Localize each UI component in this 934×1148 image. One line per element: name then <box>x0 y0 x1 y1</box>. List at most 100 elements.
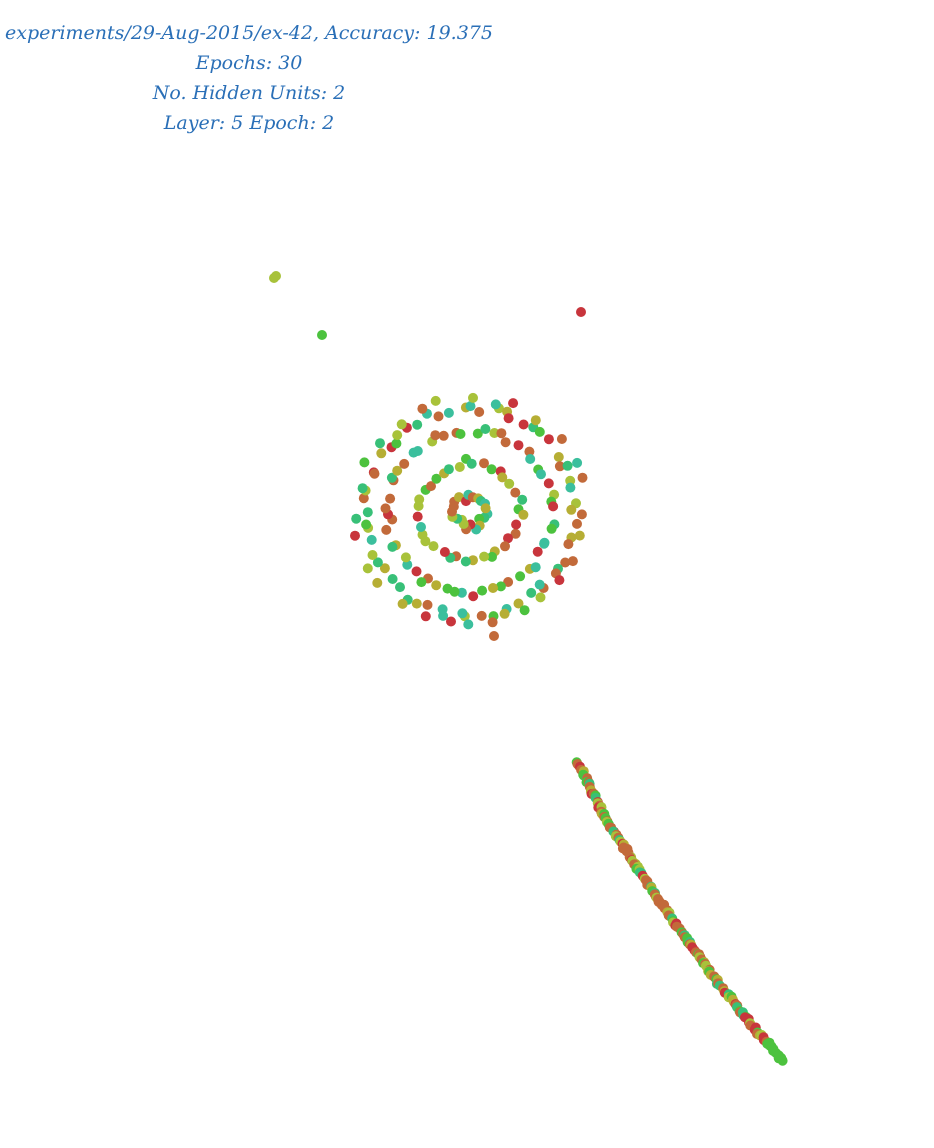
ring-point <box>455 462 465 472</box>
ring-point <box>515 571 525 581</box>
ring-point <box>468 393 478 403</box>
ring-point <box>381 525 391 535</box>
ring-point <box>520 605 530 615</box>
ring-point <box>577 509 587 519</box>
ring-point <box>578 473 588 483</box>
ring-point <box>504 413 514 423</box>
ring-point <box>531 562 541 572</box>
ring-point <box>417 404 427 414</box>
ring-point <box>413 446 423 456</box>
ring-point <box>363 563 373 573</box>
ring-point <box>533 547 543 557</box>
ring-point <box>431 580 441 590</box>
ring-point <box>572 458 582 468</box>
ring-point <box>504 479 514 489</box>
ring-point <box>477 586 487 596</box>
ring-point <box>488 583 498 593</box>
ring-point <box>536 469 546 479</box>
ring-point <box>387 542 397 552</box>
ring-point <box>397 419 407 429</box>
ring-point <box>446 617 456 627</box>
ring-point <box>519 420 529 430</box>
ring-point <box>463 619 473 629</box>
ring-point <box>568 556 578 566</box>
ring-point <box>491 399 501 409</box>
ring-point <box>474 407 484 417</box>
ring-point <box>421 611 431 621</box>
ring-point <box>511 520 521 530</box>
ring-point <box>395 582 405 592</box>
ring-point <box>456 429 466 439</box>
ring-point <box>526 588 536 598</box>
ring-point <box>468 591 478 601</box>
ring-point <box>438 604 448 614</box>
ring-point <box>413 512 423 522</box>
ring-point <box>381 503 391 513</box>
ring-point <box>563 461 573 471</box>
ring-point <box>487 464 497 474</box>
ring-point <box>372 578 382 588</box>
ring-point <box>359 457 369 467</box>
ring-point <box>423 600 433 610</box>
ring-point <box>363 507 373 517</box>
ring-point <box>457 608 467 618</box>
ring-point <box>440 547 450 557</box>
ring-point <box>501 437 511 447</box>
ring-point <box>477 611 487 621</box>
ring-point <box>388 574 398 584</box>
ring-point <box>412 566 422 576</box>
ring-point <box>508 398 518 408</box>
ring-point <box>399 459 409 469</box>
ring-point <box>535 427 545 437</box>
ring-point <box>575 531 585 541</box>
ring-point <box>444 464 454 474</box>
ring-point <box>439 431 449 441</box>
arc-point <box>778 1056 788 1066</box>
ring-point <box>367 535 377 545</box>
ring-point <box>443 584 453 594</box>
ring-point <box>531 415 541 425</box>
ring-point <box>351 514 361 524</box>
ring-point <box>500 541 510 551</box>
ring-point <box>547 524 557 534</box>
ring-point <box>481 503 491 513</box>
ring-point <box>431 396 441 406</box>
ring-point <box>376 448 386 458</box>
ring-point <box>554 575 564 585</box>
ring-point <box>565 483 575 493</box>
outlier-point <box>489 631 499 641</box>
ring-point <box>554 452 564 462</box>
ring-point <box>370 469 380 479</box>
ring-point <box>358 483 368 493</box>
ring-point <box>467 459 477 469</box>
ring-point <box>412 599 422 609</box>
outlier-point <box>271 271 281 281</box>
ring-point <box>375 438 385 448</box>
ring-point <box>416 577 426 587</box>
ring-point <box>401 552 411 562</box>
outlier-point <box>576 307 586 317</box>
ring-point <box>517 495 527 505</box>
ring-point <box>480 424 490 434</box>
ring-point <box>563 539 573 549</box>
ring-point <box>434 411 444 421</box>
outlier-point <box>317 330 327 340</box>
ring-point <box>412 420 422 430</box>
ring-point <box>557 434 567 444</box>
ring-point <box>535 580 545 590</box>
ring-point <box>544 478 554 488</box>
ring-point <box>461 557 471 567</box>
ring-point <box>350 531 360 541</box>
ring-point <box>444 408 454 418</box>
ring-point <box>414 494 424 504</box>
ring-point <box>392 430 402 440</box>
ring-point <box>518 510 528 520</box>
ring-point <box>539 539 549 549</box>
ring-point <box>496 428 506 438</box>
ring-point <box>416 522 426 532</box>
ring-point <box>548 501 558 511</box>
ring-point <box>566 505 576 515</box>
ring-point <box>500 609 510 619</box>
ring-point <box>361 520 371 530</box>
